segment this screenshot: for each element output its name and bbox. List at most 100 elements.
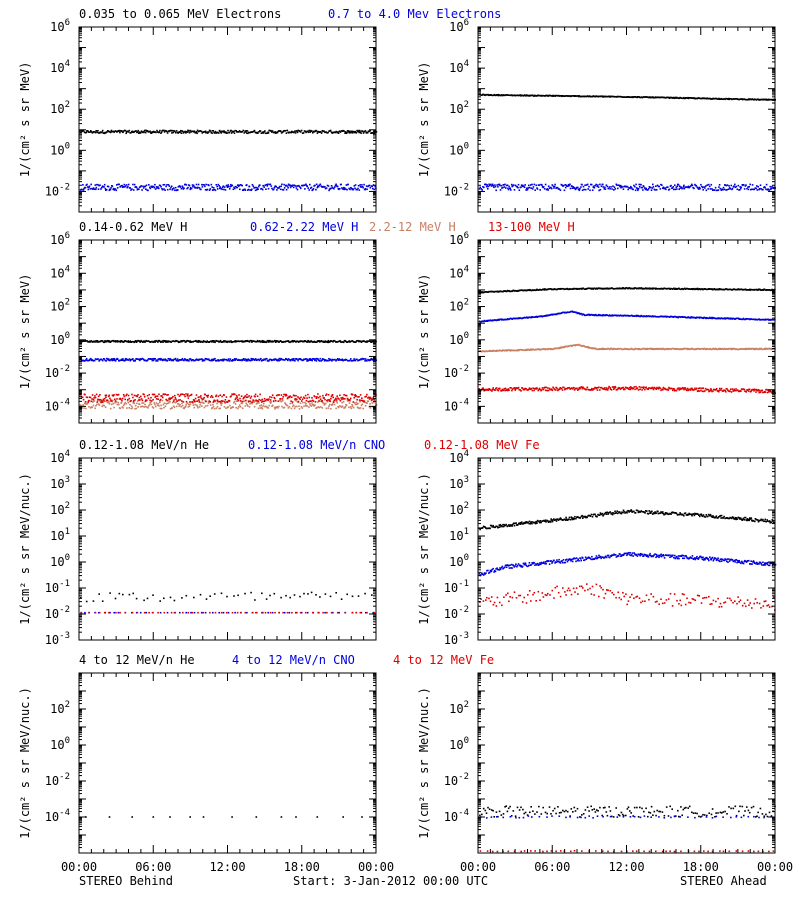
data-point bbox=[321, 399, 323, 402]
data-point bbox=[331, 132, 334, 134]
data-point bbox=[234, 393, 236, 396]
data-point bbox=[159, 399, 161, 402]
data-point bbox=[705, 288, 707, 290]
data-point bbox=[351, 404, 353, 406]
data-point bbox=[348, 406, 350, 409]
data-point bbox=[690, 183, 693, 186]
data-point bbox=[770, 98, 773, 101]
data-point bbox=[88, 399, 90, 402]
data-point bbox=[735, 185, 738, 188]
data-point bbox=[179, 404, 181, 406]
data-point bbox=[193, 130, 196, 132]
data-point bbox=[110, 187, 112, 189]
data-point bbox=[526, 316, 528, 318]
data-point bbox=[516, 94, 519, 96]
data-point bbox=[482, 320, 485, 323]
data-point bbox=[513, 189, 516, 191]
data-point bbox=[159, 129, 161, 132]
data-point bbox=[125, 184, 128, 186]
data-point bbox=[119, 407, 122, 410]
data-point bbox=[158, 131, 160, 133]
data-point bbox=[755, 318, 758, 321]
data-point bbox=[308, 396, 311, 399]
data-point bbox=[680, 186, 682, 188]
data-point bbox=[138, 396, 141, 399]
data-point bbox=[133, 399, 135, 402]
data-point bbox=[283, 406, 286, 409]
data-point bbox=[166, 360, 169, 362]
data-point bbox=[554, 95, 557, 97]
data-point bbox=[289, 131, 292, 134]
data-point bbox=[289, 402, 292, 405]
data-point bbox=[481, 189, 483, 191]
data-point bbox=[185, 130, 188, 133]
data-point bbox=[331, 403, 333, 406]
data-point bbox=[644, 287, 646, 290]
data-point bbox=[143, 393, 145, 396]
data-point bbox=[320, 132, 323, 134]
data-point bbox=[122, 131, 124, 134]
data-point bbox=[372, 396, 375, 399]
data-point bbox=[557, 188, 560, 190]
data-point bbox=[168, 402, 170, 404]
data-point bbox=[666, 287, 669, 290]
data-point bbox=[175, 131, 177, 134]
data-point bbox=[100, 340, 103, 342]
data-point bbox=[628, 315, 630, 317]
data-point bbox=[345, 358, 348, 361]
data-point bbox=[186, 395, 189, 397]
data-point bbox=[595, 348, 598, 351]
data-point bbox=[645, 96, 648, 98]
data-point bbox=[508, 349, 511, 351]
data-point bbox=[490, 350, 492, 352]
data-point bbox=[219, 407, 221, 410]
data-point bbox=[299, 402, 302, 405]
data-point bbox=[109, 400, 111, 403]
data-point bbox=[541, 289, 543, 291]
data-point bbox=[626, 186, 629, 188]
data-point bbox=[257, 188, 259, 190]
data-point bbox=[370, 357, 372, 360]
data-point bbox=[549, 94, 551, 97]
data-point bbox=[298, 405, 300, 407]
data-point bbox=[355, 403, 357, 406]
data-point bbox=[261, 340, 263, 342]
data-point bbox=[581, 189, 584, 191]
data-point bbox=[568, 345, 571, 347]
data-point bbox=[223, 130, 225, 132]
data-point bbox=[508, 318, 510, 321]
data-point bbox=[168, 397, 171, 399]
data-point bbox=[150, 185, 153, 188]
data-point bbox=[686, 316, 689, 319]
data-point bbox=[82, 398, 85, 401]
data-point bbox=[351, 132, 354, 134]
data-point bbox=[524, 316, 526, 319]
data-point bbox=[243, 400, 246, 402]
data-point bbox=[172, 131, 175, 134]
data-point bbox=[209, 130, 212, 132]
data-point bbox=[683, 287, 686, 290]
data-point bbox=[350, 187, 353, 190]
data-point bbox=[603, 188, 606, 190]
data-point bbox=[598, 348, 600, 351]
data-point bbox=[573, 187, 576, 189]
data-point bbox=[359, 401, 361, 403]
data-point bbox=[139, 399, 141, 401]
data-point bbox=[88, 406, 90, 408]
data-point bbox=[177, 189, 179, 191]
data-point bbox=[589, 347, 591, 349]
data-point bbox=[303, 130, 306, 132]
data-point bbox=[194, 132, 197, 134]
data-point bbox=[527, 95, 529, 97]
data-point bbox=[284, 130, 287, 132]
data-point bbox=[731, 187, 734, 190]
data-point bbox=[221, 130, 223, 133]
data-point bbox=[755, 99, 758, 101]
data-point bbox=[234, 359, 236, 361]
data-point bbox=[654, 189, 656, 191]
data-point bbox=[96, 131, 98, 134]
data-point bbox=[340, 183, 342, 186]
data-point bbox=[252, 358, 255, 360]
data-point bbox=[556, 187, 559, 189]
data-point bbox=[216, 188, 219, 190]
